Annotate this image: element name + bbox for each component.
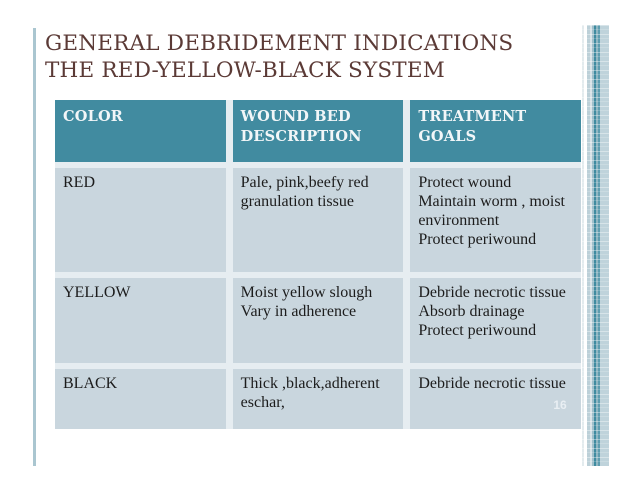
cell-black-goals: Debride necrotic tissue xyxy=(410,369,581,429)
column-header-treatment-goals: TREATMENT GOALS xyxy=(410,100,581,162)
indications-table: COLOR WOUND BED DESCRIPTION TREATMENT GO… xyxy=(55,100,581,429)
cell-red-description: Pale, pink,beefy red granulation tissue xyxy=(232,168,404,272)
slide-title-line1: GENERAL DEBRIDEMENT INDICATIONS xyxy=(45,31,514,56)
cell-yellow-color: YELLOW xyxy=(55,278,226,363)
left-accent-line xyxy=(33,28,36,466)
slide-title-line2: THE RED-YELLOW-BLACK SYSTEM xyxy=(45,58,445,83)
cell-red-color: RED xyxy=(55,168,226,272)
cell-yellow-description: Moist yellow slough Vary in adherence xyxy=(232,278,404,363)
page-number: 16 xyxy=(553,398,567,412)
right-stripe-decoration xyxy=(582,25,610,466)
column-header-wound-bed-description: WOUND BED DESCRIPTION xyxy=(232,100,404,162)
slide-title: GENERAL DEBRIDEMENT INDICATIONS THE RED-… xyxy=(45,30,585,84)
cell-black-description: Thick ,black,adherent eschar, xyxy=(232,369,404,429)
cell-yellow-goals: Debride necrotic tissue Absorb drainage … xyxy=(410,278,581,363)
cell-red-goals: Protect wound Maintain worm , moist envi… xyxy=(410,168,581,272)
column-header-color: COLOR xyxy=(55,100,226,162)
cell-black-color: BLACK xyxy=(55,369,226,429)
